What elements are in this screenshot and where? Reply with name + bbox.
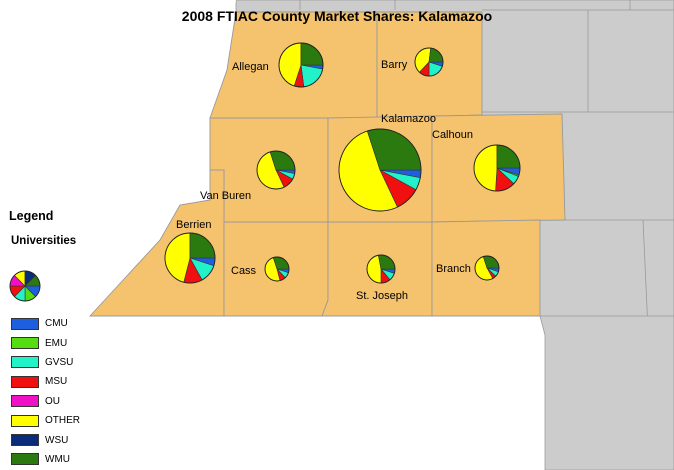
pie-kalamazoo (338, 128, 422, 212)
legend-swatch (11, 337, 39, 350)
pie-calhoun-outline (473, 144, 521, 192)
legend-label: OTHER (45, 415, 80, 427)
legend-label: OU (45, 395, 60, 407)
legend-swatch (11, 395, 39, 408)
legend-label: GVSU (45, 356, 74, 368)
label-allegan: Allegan (232, 61, 269, 73)
legend-item-cmu: CMU (11, 314, 80, 333)
label-kalamazoo: Kalamazoo (381, 113, 436, 125)
label-van-buren: Van Buren (200, 190, 251, 202)
legend-item-msu: MSU (11, 372, 80, 391)
legend-item-gvsu: GVSU (11, 353, 80, 372)
neighbor-border (642, 219, 649, 331)
pie-van-buren (256, 150, 296, 190)
pie-allegan (278, 42, 324, 88)
label-calhoun: Calhoun (432, 129, 473, 141)
label-cass: Cass (231, 265, 257, 277)
pie-st-joseph (366, 254, 396, 284)
pie-calhoun (473, 144, 521, 192)
label-st-joseph: St. Joseph (356, 290, 408, 302)
label-berrien: Berrien (176, 219, 211, 231)
pie-branch (474, 255, 500, 281)
pie-st-joseph-outline (366, 254, 396, 284)
neighbor-region (539, 315, 674, 470)
legend-swatch (11, 317, 39, 330)
pie-branch-outline (474, 255, 500, 281)
legend-swatch (11, 375, 39, 388)
legend-item-emu: EMU (11, 333, 80, 352)
pie-cass-outline (264, 256, 290, 282)
label-branch: Branch (436, 263, 471, 275)
legend-label: CMU (45, 318, 68, 330)
legend-swatch (11, 414, 39, 427)
map-title: 2008 FTIAC County Market Shares: Kalamaz… (181, 8, 493, 24)
legend-swatch (11, 356, 39, 369)
legend-label: WSU (45, 434, 69, 446)
legend-item-wmu: WMU (11, 450, 80, 469)
lake-area (0, 316, 545, 470)
legend-sample-pie (9, 270, 41, 302)
lake-area (0, 0, 236, 316)
legend-item-wsu: WSU (11, 430, 80, 449)
legend-swatch (11, 434, 39, 447)
legend-label: WMU (45, 453, 70, 465)
legend-subtitle: Universities (11, 235, 77, 247)
pie-van-buren-outline (256, 150, 296, 190)
pie-barry-outline (414, 47, 444, 77)
legend-item-ou: OU (11, 392, 80, 411)
label-barry: Barry (381, 59, 408, 71)
legend-item-other: OTHER (11, 411, 80, 430)
county-pie-charts (164, 42, 521, 284)
pie-barry (414, 47, 444, 77)
legend-label: MSU (45, 376, 68, 388)
pie-cass (264, 256, 290, 282)
pie-kalamazoo-outline (338, 128, 422, 212)
pie-berrien (164, 232, 216, 284)
legend-swatch (11, 453, 39, 466)
county-labels: Allegan Barry Kalamazoo Calhoun Van Bure… (176, 59, 473, 302)
pie-berrien-outline (164, 232, 216, 284)
legend-title: Legend (9, 209, 54, 223)
legend-label: EMU (45, 337, 68, 349)
legend-list: CMU EMU GVSU MSU OU OTHER WSU WMU (11, 314, 80, 469)
pie-allegan-outline (278, 42, 324, 88)
legend-pie-outline (9, 270, 41, 302)
